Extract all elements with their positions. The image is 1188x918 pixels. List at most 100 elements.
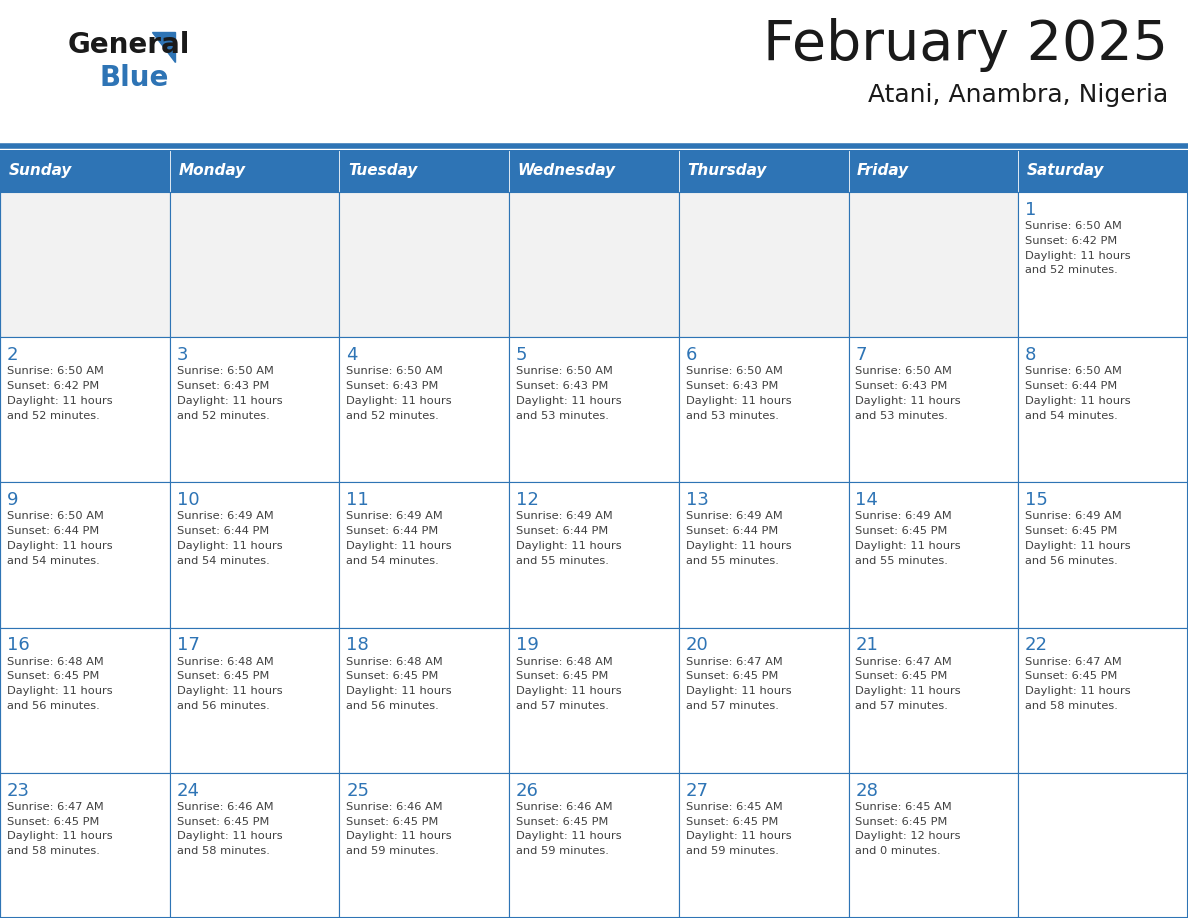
Bar xyxy=(0,482,170,628)
Text: Sunrise: 6:50 AM
Sunset: 6:43 PM
Daylight: 11 hours
and 53 minutes.: Sunrise: 6:50 AM Sunset: 6:43 PM Dayligh… xyxy=(855,366,961,420)
Text: 24: 24 xyxy=(177,781,200,800)
Text: 16: 16 xyxy=(7,636,30,655)
Bar xyxy=(0,192,170,337)
Bar xyxy=(848,773,1018,918)
Text: 25: 25 xyxy=(346,781,369,800)
Text: Sunrise: 6:50 AM
Sunset: 6:42 PM
Daylight: 11 hours
and 52 minutes.: Sunrise: 6:50 AM Sunset: 6:42 PM Dayligh… xyxy=(1025,221,1131,275)
Text: Sunrise: 6:46 AM
Sunset: 6:45 PM
Daylight: 11 hours
and 58 minutes.: Sunrise: 6:46 AM Sunset: 6:45 PM Dayligh… xyxy=(177,801,282,856)
Text: 9: 9 xyxy=(7,491,18,509)
Bar xyxy=(0,628,170,773)
Text: 28: 28 xyxy=(855,781,878,800)
Bar xyxy=(340,150,510,192)
Text: Thursday: Thursday xyxy=(688,163,766,178)
Bar xyxy=(848,628,1018,773)
Bar xyxy=(340,192,510,337)
Bar xyxy=(340,337,510,482)
Bar xyxy=(678,192,848,337)
Text: Sunrise: 6:50 AM
Sunset: 6:43 PM
Daylight: 11 hours
and 53 minutes.: Sunrise: 6:50 AM Sunset: 6:43 PM Dayligh… xyxy=(516,366,621,420)
Text: 7: 7 xyxy=(855,346,867,364)
Bar xyxy=(0,150,170,192)
Bar xyxy=(678,628,848,773)
Text: Friday: Friday xyxy=(857,163,909,178)
Bar xyxy=(0,337,170,482)
Bar xyxy=(510,773,678,918)
Bar xyxy=(1018,192,1188,337)
Bar xyxy=(170,192,340,337)
Text: Sunrise: 6:50 AM
Sunset: 6:44 PM
Daylight: 11 hours
and 54 minutes.: Sunrise: 6:50 AM Sunset: 6:44 PM Dayligh… xyxy=(7,511,113,565)
Bar xyxy=(678,337,848,482)
Polygon shape xyxy=(152,32,175,62)
Text: Sunrise: 6:45 AM
Sunset: 6:45 PM
Daylight: 12 hours
and 0 minutes.: Sunrise: 6:45 AM Sunset: 6:45 PM Dayligh… xyxy=(855,801,961,856)
Text: General: General xyxy=(68,31,190,59)
Bar xyxy=(340,482,510,628)
Text: Saturday: Saturday xyxy=(1026,163,1105,178)
Bar xyxy=(510,337,678,482)
Bar xyxy=(848,150,1018,192)
Text: Sunrise: 6:46 AM
Sunset: 6:45 PM
Daylight: 11 hours
and 59 minutes.: Sunrise: 6:46 AM Sunset: 6:45 PM Dayligh… xyxy=(516,801,621,856)
Bar xyxy=(1018,628,1188,773)
Text: Sunrise: 6:50 AM
Sunset: 6:42 PM
Daylight: 11 hours
and 52 minutes.: Sunrise: 6:50 AM Sunset: 6:42 PM Dayligh… xyxy=(7,366,113,420)
Text: Sunrise: 6:49 AM
Sunset: 6:44 PM
Daylight: 11 hours
and 54 minutes.: Sunrise: 6:49 AM Sunset: 6:44 PM Dayligh… xyxy=(177,511,282,565)
Bar xyxy=(848,337,1018,482)
Text: 4: 4 xyxy=(346,346,358,364)
Text: Sunrise: 6:49 AM
Sunset: 6:44 PM
Daylight: 11 hours
and 55 minutes.: Sunrise: 6:49 AM Sunset: 6:44 PM Dayligh… xyxy=(685,511,791,565)
Bar xyxy=(340,628,510,773)
Text: Blue: Blue xyxy=(100,64,170,92)
Text: 8: 8 xyxy=(1025,346,1036,364)
Text: Sunrise: 6:49 AM
Sunset: 6:44 PM
Daylight: 11 hours
and 54 minutes.: Sunrise: 6:49 AM Sunset: 6:44 PM Dayligh… xyxy=(346,511,451,565)
Text: 19: 19 xyxy=(516,636,539,655)
Text: Monday: Monday xyxy=(178,163,246,178)
Bar xyxy=(0,773,170,918)
Bar xyxy=(170,773,340,918)
Text: 13: 13 xyxy=(685,491,708,509)
Text: 5: 5 xyxy=(516,346,527,364)
Text: 21: 21 xyxy=(855,636,878,655)
Text: 14: 14 xyxy=(855,491,878,509)
Text: Wednesday: Wednesday xyxy=(518,163,615,178)
Text: 12: 12 xyxy=(516,491,539,509)
Text: 6: 6 xyxy=(685,346,697,364)
Text: Sunrise: 6:47 AM
Sunset: 6:45 PM
Daylight: 11 hours
and 58 minutes.: Sunrise: 6:47 AM Sunset: 6:45 PM Dayligh… xyxy=(1025,656,1131,711)
Text: Sunrise: 6:46 AM
Sunset: 6:45 PM
Daylight: 11 hours
and 59 minutes.: Sunrise: 6:46 AM Sunset: 6:45 PM Dayligh… xyxy=(346,801,451,856)
Text: 18: 18 xyxy=(346,636,369,655)
Text: Sunrise: 6:45 AM
Sunset: 6:45 PM
Daylight: 11 hours
and 59 minutes.: Sunrise: 6:45 AM Sunset: 6:45 PM Dayligh… xyxy=(685,801,791,856)
Text: 10: 10 xyxy=(177,491,200,509)
Bar xyxy=(1018,150,1188,192)
Text: Sunrise: 6:49 AM
Sunset: 6:44 PM
Daylight: 11 hours
and 55 minutes.: Sunrise: 6:49 AM Sunset: 6:44 PM Dayligh… xyxy=(516,511,621,565)
Bar xyxy=(170,628,340,773)
Text: Tuesday: Tuesday xyxy=(348,163,417,178)
Text: Atani, Anambra, Nigeria: Atani, Anambra, Nigeria xyxy=(867,83,1168,107)
Text: Sunrise: 6:50 AM
Sunset: 6:43 PM
Daylight: 11 hours
and 53 minutes.: Sunrise: 6:50 AM Sunset: 6:43 PM Dayligh… xyxy=(685,366,791,420)
Text: Sunday: Sunday xyxy=(8,163,71,178)
Text: Sunrise: 6:48 AM
Sunset: 6:45 PM
Daylight: 11 hours
and 56 minutes.: Sunrise: 6:48 AM Sunset: 6:45 PM Dayligh… xyxy=(177,656,282,711)
Text: Sunrise: 6:50 AM
Sunset: 6:43 PM
Daylight: 11 hours
and 52 minutes.: Sunrise: 6:50 AM Sunset: 6:43 PM Dayligh… xyxy=(177,366,282,420)
Text: Sunrise: 6:48 AM
Sunset: 6:45 PM
Daylight: 11 hours
and 56 minutes.: Sunrise: 6:48 AM Sunset: 6:45 PM Dayligh… xyxy=(7,656,113,711)
Text: 22: 22 xyxy=(1025,636,1048,655)
Bar xyxy=(1018,773,1188,918)
Text: Sunrise: 6:47 AM
Sunset: 6:45 PM
Daylight: 11 hours
and 57 minutes.: Sunrise: 6:47 AM Sunset: 6:45 PM Dayligh… xyxy=(855,656,961,711)
Text: 17: 17 xyxy=(177,636,200,655)
Bar xyxy=(170,150,340,192)
Bar xyxy=(678,150,848,192)
Text: Sunrise: 6:47 AM
Sunset: 6:45 PM
Daylight: 11 hours
and 57 minutes.: Sunrise: 6:47 AM Sunset: 6:45 PM Dayligh… xyxy=(685,656,791,711)
Text: 15: 15 xyxy=(1025,491,1048,509)
Bar xyxy=(678,773,848,918)
Bar xyxy=(340,773,510,918)
Bar xyxy=(170,482,340,628)
Bar xyxy=(510,482,678,628)
Text: 1: 1 xyxy=(1025,201,1036,218)
Bar xyxy=(510,150,678,192)
Text: Sunrise: 6:50 AM
Sunset: 6:43 PM
Daylight: 11 hours
and 52 minutes.: Sunrise: 6:50 AM Sunset: 6:43 PM Dayligh… xyxy=(346,366,451,420)
Bar xyxy=(848,482,1018,628)
Text: 20: 20 xyxy=(685,636,708,655)
Bar xyxy=(1018,337,1188,482)
Bar xyxy=(678,482,848,628)
Bar xyxy=(510,628,678,773)
Bar xyxy=(170,337,340,482)
Text: 23: 23 xyxy=(7,781,30,800)
Text: 3: 3 xyxy=(177,346,188,364)
Text: 11: 11 xyxy=(346,491,369,509)
Text: February 2025: February 2025 xyxy=(763,18,1168,72)
Text: Sunrise: 6:48 AM
Sunset: 6:45 PM
Daylight: 11 hours
and 57 minutes.: Sunrise: 6:48 AM Sunset: 6:45 PM Dayligh… xyxy=(516,656,621,711)
Text: 27: 27 xyxy=(685,781,709,800)
